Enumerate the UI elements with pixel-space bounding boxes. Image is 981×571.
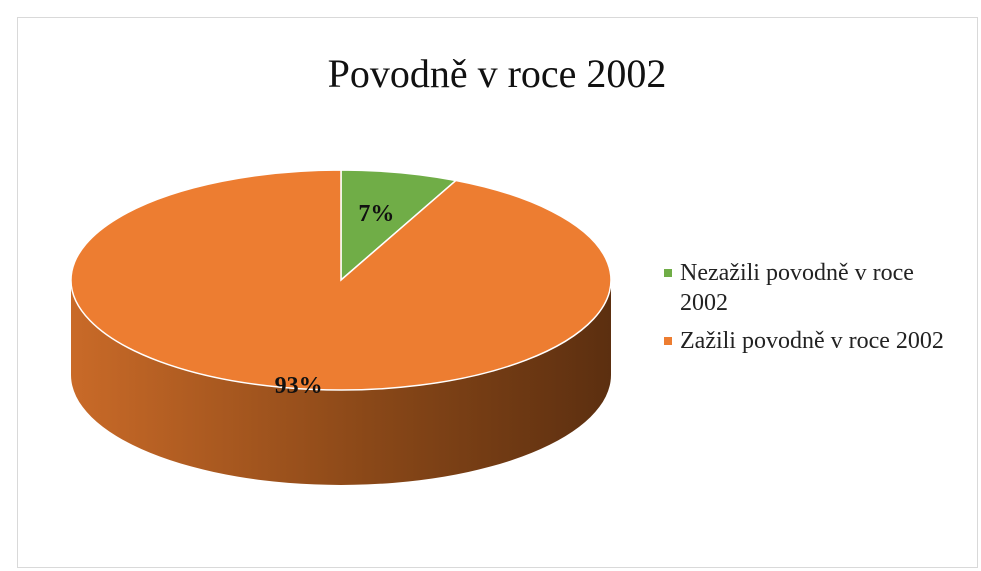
legend-swatch	[664, 337, 672, 345]
chart-title: Povodně v roce 2002	[328, 51, 667, 96]
pie-slice	[70, 169, 612, 391]
data-label: 7%	[358, 201, 394, 227]
data-label: 93%	[275, 373, 323, 399]
pie-slice-side	[71, 280, 611, 485]
legend-item: Nezažili povodně v roce 2002	[664, 258, 964, 318]
legend-label: Zažili povodně v roce 2002	[680, 328, 944, 354]
legend: Nezažili povodně v roce 2002 Zažili povod…	[664, 258, 964, 364]
legend-swatch	[664, 269, 672, 277]
legend-label: Nezažili povodně v roce 2002	[680, 260, 914, 316]
pie-slice	[340, 169, 458, 282]
legend-item: Zažili povodně v roce 2002	[664, 326, 964, 356]
